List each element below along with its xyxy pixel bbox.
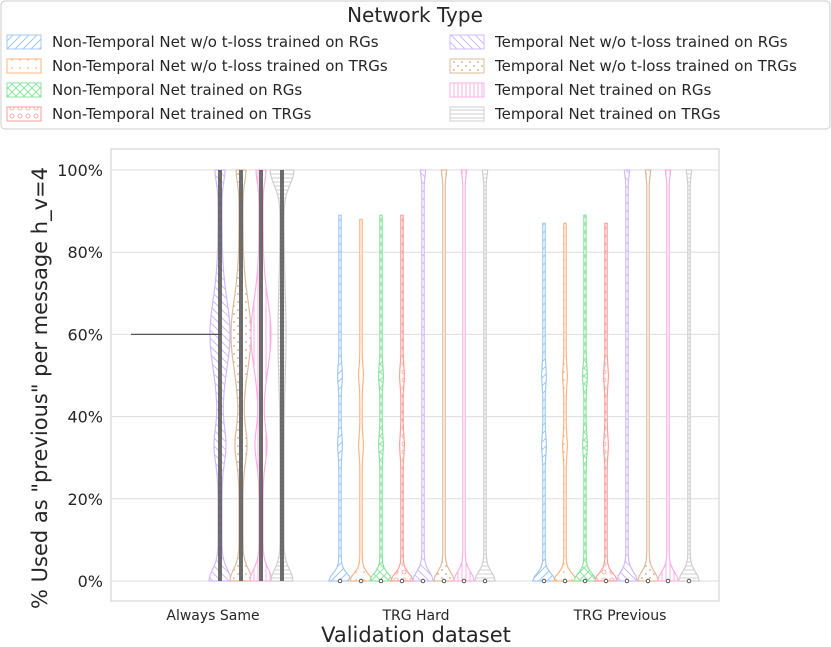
- median-point: [582, 578, 588, 584]
- violin-body: [453, 169, 475, 582]
- violin-body: [657, 169, 679, 582]
- median-point: [645, 578, 651, 584]
- legend-swatch: [449, 106, 485, 122]
- violin-body: [552, 222, 578, 582]
- legend-label: Non-Temporal Net w/o t-loss trained on T…: [52, 57, 388, 75]
- violin-body: [678, 169, 700, 582]
- median-point: [337, 578, 343, 584]
- median-point: [603, 578, 609, 584]
- legend-swatch: [6, 58, 42, 74]
- violin-body: [593, 222, 619, 582]
- y-tick-label: 80%: [67, 243, 103, 262]
- median-point: [686, 578, 692, 584]
- y-axis-title: % Used as "previous" per message h_v=4: [28, 167, 53, 609]
- y-tick-label: 20%: [67, 490, 103, 509]
- median-point: [378, 578, 384, 584]
- legend-label: Temporal Net w/o t-loss trained on RGs: [494, 33, 788, 51]
- legend-swatch: [449, 34, 485, 50]
- median-point: [461, 578, 467, 584]
- legend-label: Temporal Net trained on RGs: [494, 81, 711, 99]
- x-tick-label: TRG Previous: [573, 608, 667, 624]
- median-point: [624, 578, 630, 584]
- violin-body: [572, 214, 598, 582]
- violin-body: [368, 214, 394, 582]
- legend-swatch: [6, 82, 42, 98]
- median-point: [441, 578, 447, 584]
- violin-body: [433, 169, 455, 582]
- y-tick-label: 0%: [78, 572, 103, 591]
- violin-body: [474, 169, 496, 582]
- y-tick-label: 40%: [67, 408, 103, 427]
- violin-body: [616, 169, 638, 582]
- legend-box: [0, 0, 831, 130]
- legend-label: Non-Temporal Net trained on TRGs: [52, 105, 312, 123]
- violin-body: [389, 214, 415, 582]
- legend-label: Temporal Net w/o t-loss trained on TRGs: [494, 57, 797, 75]
- violin-body: [637, 169, 659, 582]
- median-point: [665, 578, 671, 584]
- legend-swatch: [449, 82, 485, 98]
- legend-label: Non-Temporal Net trained on RGs: [52, 81, 302, 99]
- violin-body: [327, 214, 353, 582]
- y-tick-label: 100%: [57, 161, 103, 180]
- median-point: [399, 578, 405, 584]
- legend-swatch: [6, 106, 42, 122]
- median-point: [482, 578, 488, 584]
- violin-body: [348, 218, 374, 582]
- x-tick-label: Always Same: [166, 608, 259, 624]
- median-point: [541, 578, 547, 584]
- violin-body: [412, 169, 434, 582]
- x-axis-title: Validation dataset: [321, 623, 511, 647]
- legend-swatch: [6, 34, 42, 50]
- legend-swatch: [449, 58, 485, 74]
- legend-title: Network Type: [347, 3, 483, 27]
- plot-area: [110, 148, 720, 602]
- y-tick-label: 60%: [67, 325, 103, 344]
- median-point: [562, 578, 568, 584]
- median-point: [420, 578, 426, 584]
- x-tick-label: TRG Hard: [381, 608, 449, 624]
- legend-label: Non-Temporal Net w/o t-loss trained on R…: [52, 33, 379, 51]
- violin-body: [531, 222, 557, 582]
- legend-label: Temporal Net trained on TRGs: [494, 105, 721, 123]
- median-point: [358, 578, 364, 584]
